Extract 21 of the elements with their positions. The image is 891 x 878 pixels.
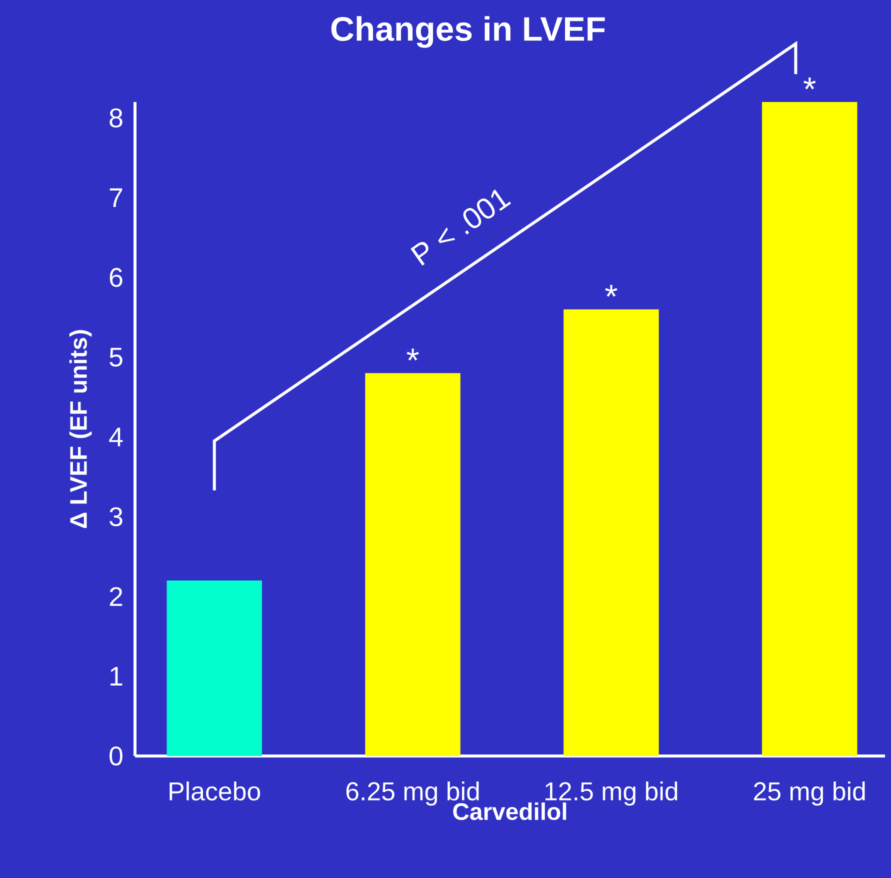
y-tick-label: 3	[110, 507, 122, 526]
y-tick-label: 4	[109, 428, 123, 446]
annotation: *	[406, 348, 419, 361]
bar	[762, 102, 858, 756]
y-axis-title: Δ LVEF (EF units)	[69, 330, 92, 528]
annotation: P < .001	[410, 190, 512, 266]
chart-title: Changes in LVEF	[331, 16, 605, 48]
y-tick-label: 5	[110, 348, 122, 367]
y-tick-label: 7	[110, 188, 122, 207]
y-tick-label: 2	[110, 587, 122, 606]
y-tick-label: 1	[110, 666, 122, 686]
bar	[564, 309, 659, 756]
y-tick-label: 8	[110, 108, 122, 128]
annotation: *	[605, 284, 618, 297]
x-tick-label: 25 mg bid	[754, 782, 865, 806]
y-tick-label: 0	[110, 746, 122, 766]
annotation: *	[804, 77, 816, 90]
y-tick-label: 6	[110, 268, 122, 287]
x-tick-label: Placebo	[170, 782, 260, 801]
bar	[365, 373, 460, 756]
bar	[166, 580, 262, 756]
